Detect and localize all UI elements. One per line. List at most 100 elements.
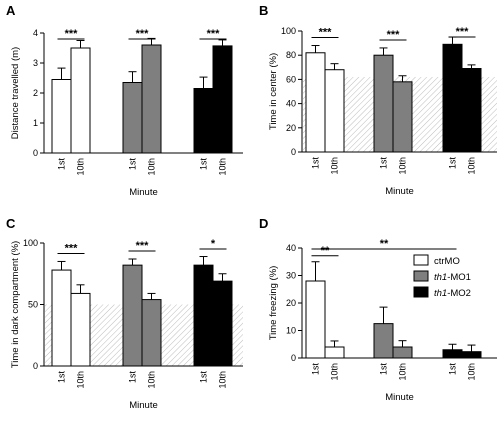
y-tick-label: 80 (286, 50, 296, 60)
bar (141, 44, 162, 154)
y-tick-label: 20 (286, 123, 296, 133)
y-tick-label: 20 (286, 298, 296, 308)
y-tick-label: 0 (33, 148, 38, 158)
bar (461, 351, 482, 359)
panel-b: B 0 20 40 60 80 100 Time in center (%) 1st 10th 1s… (259, 3, 497, 197)
significance-label: * (211, 238, 216, 250)
y-tick-label: 1 (33, 118, 38, 128)
x-axis-title: Minute (129, 400, 158, 411)
y-tick-label: 30 (286, 271, 296, 281)
y-tick-label: 40 (286, 243, 296, 253)
bar (442, 349, 463, 359)
bar (141, 299, 162, 367)
x-tick-label: 1st (311, 363, 321, 376)
significance-label: *** (387, 29, 401, 41)
bar (51, 79, 72, 154)
legend: ctrMO th1-MO1 th1-MO2 (413, 254, 471, 299)
x-tick-label: 1st (448, 363, 458, 376)
bar (305, 52, 326, 153)
y-tick-label: 2 (33, 88, 38, 98)
x-tick-label: 10th (467, 157, 477, 175)
x-tick-label: 10th (398, 157, 408, 175)
x-axis-title: Minute (129, 187, 158, 198)
x-tick-label: 1st (199, 158, 209, 171)
significance-label: *** (136, 28, 150, 40)
significance-label: ** (321, 245, 330, 257)
x-tick-label: 10th (147, 371, 157, 389)
x-tick-label: 10th (218, 371, 228, 389)
legend-label: th1-MO1 (434, 272, 471, 283)
x-tick-label: 10th (330, 363, 340, 381)
significance-label: *** (456, 26, 470, 38)
y-tick-label: 4 (33, 28, 38, 38)
significance-label: *** (319, 27, 333, 39)
y-axis-title: Time in dark compartment (%) (10, 241, 21, 368)
x-tick-label: 1st (128, 371, 138, 384)
bar (461, 68, 482, 153)
legend-swatch (413, 286, 429, 298)
bar (122, 82, 143, 154)
y-tick-label: 0 (291, 353, 296, 363)
x-tick-label: 10th (467, 363, 477, 381)
bar (193, 264, 214, 367)
x-tick-label: 1st (448, 157, 458, 170)
legend-swatch (413, 270, 429, 282)
x-tick-label: 1st (379, 157, 389, 170)
x-tick-label: 1st (199, 371, 209, 384)
panel-letter: B (259, 3, 268, 18)
bar (212, 280, 233, 367)
x-axis-title: Minute (385, 392, 414, 403)
y-axis-title: Time freezing (%) (268, 266, 279, 341)
y-tick-label: 0 (291, 147, 296, 157)
x-tick-label: 1st (128, 158, 138, 171)
x-tick-label: 10th (398, 363, 408, 381)
significance-label: *** (207, 28, 221, 40)
significance-label: ** (380, 238, 389, 250)
bar (373, 54, 394, 153)
bar (392, 81, 413, 153)
x-tick-label: 10th (76, 158, 86, 176)
panel-a: A 0 1 2 3 4 Distance travelled (m) 1st 10th 1st 10… (6, 3, 243, 198)
bar (442, 43, 463, 153)
y-tick-label: 50 (28, 300, 38, 310)
x-tick-label: 10th (147, 158, 157, 176)
bar (193, 88, 214, 154)
bar (324, 69, 345, 153)
y-tick-label: 3 (33, 58, 38, 68)
legend-label: ctrMO (434, 256, 460, 267)
legend-swatch (413, 254, 429, 266)
bar (70, 292, 91, 367)
x-tick-label: 1st (379, 363, 389, 376)
significance-label: *** (136, 240, 150, 252)
x-tick-label: 10th (218, 158, 228, 176)
y-axis-title: Distance travelled (m) (10, 47, 21, 139)
significance-label: *** (65, 242, 79, 254)
legend-label: th1-MO2 (434, 288, 471, 299)
y-tick-label: 0 (33, 361, 38, 371)
bar (51, 269, 72, 367)
y-tick-label: 60 (286, 74, 296, 84)
y-tick-label: 10 (286, 326, 296, 336)
bar (392, 346, 413, 359)
y-axis-title: Time in center (%) (268, 53, 279, 130)
x-tick-label: 1st (311, 157, 321, 170)
x-tick-label: 10th (330, 157, 340, 175)
bar (70, 47, 91, 154)
x-tick-label: 10th (76, 371, 86, 389)
panel-letter: C (6, 216, 16, 231)
panel-d: D 0 10 20 30 40 Time freezing (%) 1st 10th 1st 10t… (259, 216, 497, 403)
bar (212, 45, 233, 154)
significance-label: *** (65, 28, 79, 40)
x-axis-title: Minute (385, 186, 414, 197)
y-tick-label: 100 (281, 26, 296, 36)
y-tick-label: 40 (286, 99, 296, 109)
panel-letter: D (259, 216, 268, 231)
panel-letter: A (6, 3, 16, 18)
y-tick-label: 100 (23, 238, 38, 248)
bar (122, 264, 143, 367)
x-tick-label: 1st (57, 371, 67, 384)
bar (324, 346, 345, 359)
x-tick-label: 1st (57, 158, 67, 171)
